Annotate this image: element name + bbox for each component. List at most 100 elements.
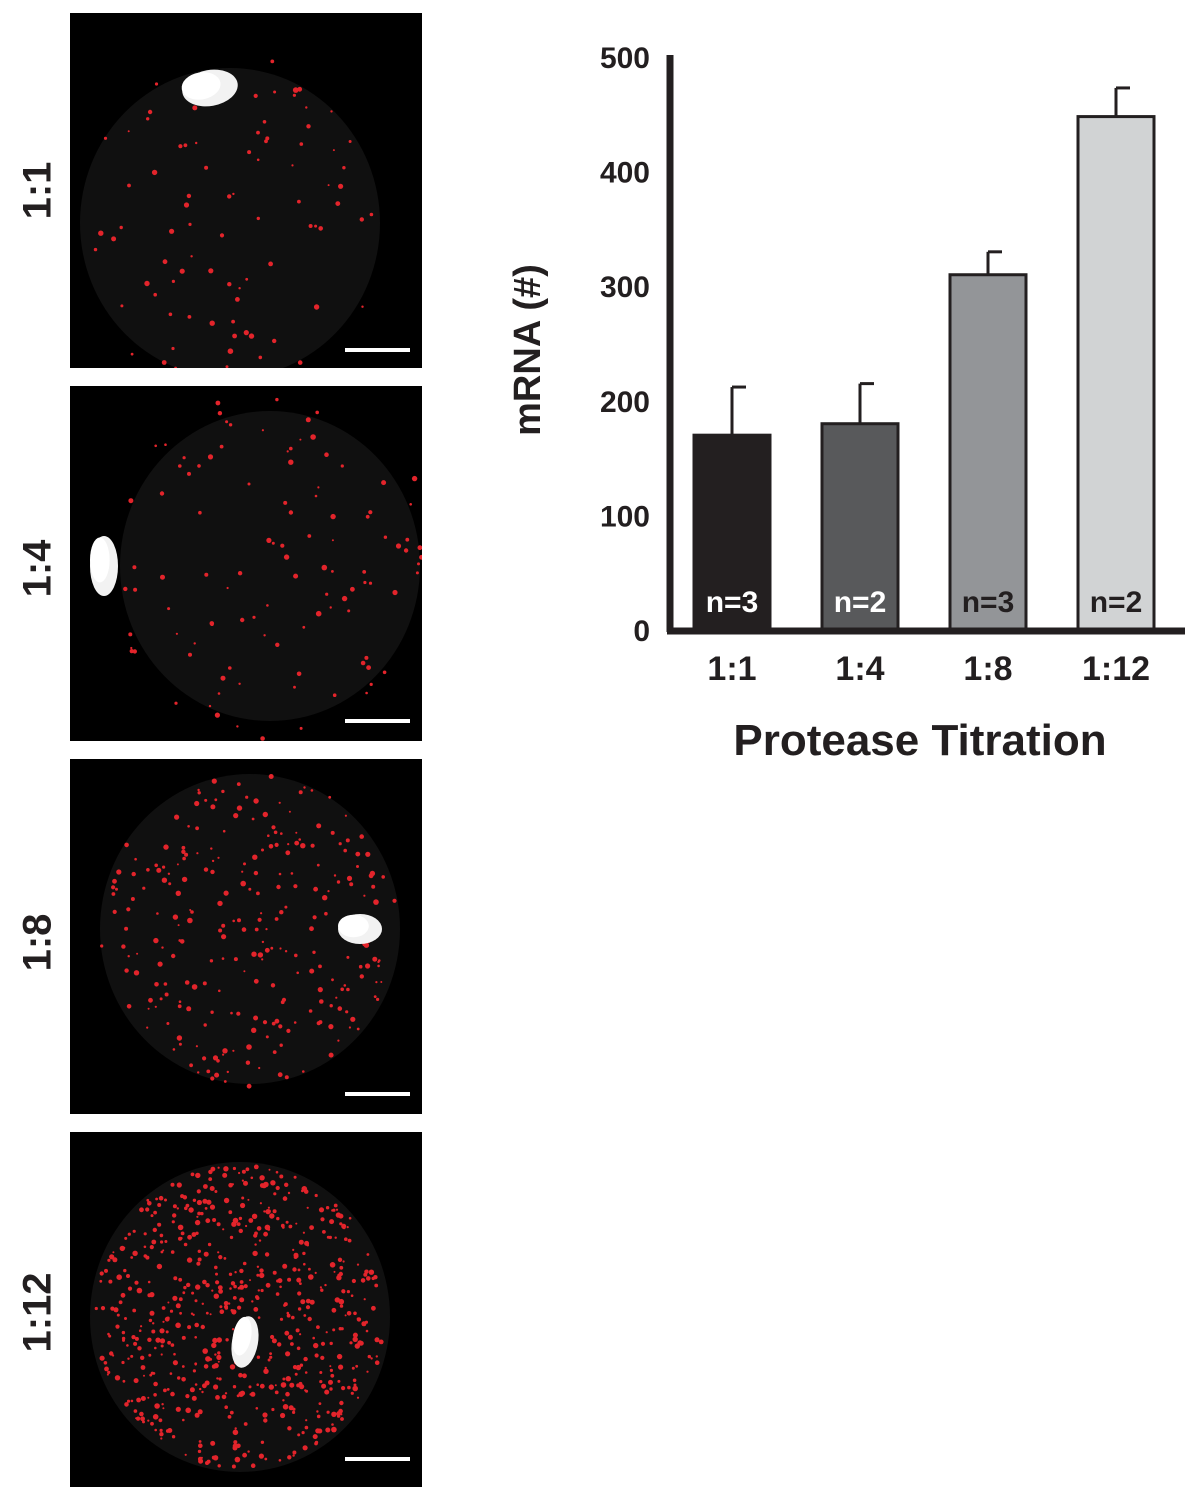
- mrna-dot: [179, 1311, 182, 1315]
- mrna-dot: [138, 1329, 142, 1332]
- mrna-dot: [286, 1313, 291, 1318]
- mrna-dot: [314, 224, 318, 228]
- mrna-dot: [298, 790, 303, 795]
- mrna-dot: [304, 1389, 307, 1392]
- mrna-dot: [222, 1048, 228, 1054]
- mrna-dot: [262, 120, 267, 124]
- mrna-dot: [346, 955, 350, 959]
- mrna-dot: [154, 1346, 157, 1350]
- mrna-dot: [328, 1379, 333, 1385]
- mrna-dot: [268, 774, 274, 779]
- mrna-dot: [284, 1182, 289, 1187]
- mrna-dot: [258, 1453, 264, 1459]
- bar: [692, 433, 772, 632]
- mrna-dot: [255, 1407, 259, 1410]
- mrna-dot: [273, 90, 277, 94]
- mrna-dot: [253, 1307, 259, 1312]
- mrna-dot: [149, 1373, 153, 1377]
- mrna-dot: [208, 268, 214, 274]
- mrna-dot: [130, 1354, 134, 1358]
- mrna-dot: [150, 1214, 154, 1218]
- mrna-dot: [348, 1026, 351, 1029]
- mrna-dot: [242, 1373, 247, 1379]
- mrna-dot: [120, 304, 124, 308]
- mrna-dot: [344, 1314, 347, 1317]
- mrna-dot: [288, 459, 294, 465]
- mrna-dot: [184, 852, 189, 857]
- mrna-dot: [181, 849, 186, 854]
- mrna-dot: [354, 1343, 360, 1349]
- mrna-dot: [227, 282, 232, 287]
- mrna-dot: [256, 1273, 260, 1277]
- mrna-dot: [296, 671, 302, 677]
- mrna-dot: [335, 1212, 342, 1218]
- mrna-dot: [174, 814, 180, 820]
- mrna-dot: [171, 1220, 175, 1224]
- mrna-dot: [116, 1274, 122, 1280]
- mrna-dot: [197, 464, 201, 468]
- mrna-dot: [147, 1337, 152, 1342]
- mrna-dot: [227, 1302, 231, 1305]
- mrna-dot: [318, 964, 322, 969]
- mrna-dot: [195, 1172, 201, 1179]
- mrna-dot: [112, 909, 117, 914]
- mrna-dot: [318, 1207, 325, 1213]
- mrna-dot: [159, 1338, 166, 1344]
- mrna-dot: [194, 1322, 199, 1328]
- mrna-dot: [268, 1384, 274, 1390]
- mrna-dot: [250, 1176, 254, 1180]
- mrna-dot: [253, 1015, 259, 1021]
- mrna-dot: [253, 798, 259, 804]
- mrna-dot: [309, 1299, 315, 1305]
- mrna-dot: [179, 268, 185, 274]
- mrna-dot: [264, 139, 268, 144]
- mrna-dot: [299, 1333, 302, 1336]
- mrna-dot: [288, 1405, 294, 1411]
- mrna-dot: [237, 918, 241, 923]
- nucleus-core: [338, 914, 369, 938]
- mrna-dot: [277, 1342, 282, 1347]
- mrna-dot: [352, 1378, 357, 1383]
- mrna-dot: [360, 660, 366, 666]
- mrna-dot: [271, 1338, 277, 1344]
- mrna-dot: [317, 486, 320, 489]
- mrna-dot: [287, 843, 290, 846]
- mrna-dot: [240, 1202, 246, 1209]
- mrna-dot: [274, 917, 279, 921]
- mrna-dot: [176, 1035, 183, 1041]
- mrna-dot: [186, 1257, 193, 1263]
- mrna-dot: [279, 947, 282, 950]
- mrna-dot: [134, 1280, 139, 1285]
- mrna-dot: [205, 1218, 211, 1224]
- mrna-dot: [305, 1419, 308, 1422]
- mrna-dot: [197, 1249, 201, 1253]
- mrna-dot: [188, 652, 192, 657]
- mrna-dot: [229, 1410, 234, 1415]
- mrna-dot: [236, 782, 241, 786]
- mrna-dot: [367, 1354, 371, 1359]
- mrna-dot: [341, 1223, 347, 1229]
- mrna-dot: [160, 574, 165, 580]
- mrna-dot: [297, 1268, 301, 1272]
- mrna-dot: [236, 725, 239, 728]
- mrna-dot: [294, 1372, 298, 1376]
- mrna-dot: [148, 1318, 153, 1323]
- mrna-dot: [147, 1201, 152, 1206]
- mrna-dot: [312, 1336, 315, 1340]
- mrna-dot: [327, 184, 330, 187]
- mrna-dot: [269, 1213, 275, 1219]
- mrna-dot: [206, 1199, 212, 1205]
- cell-background: [100, 774, 400, 1084]
- nucleus: [90, 536, 118, 596]
- mrna-dot: [154, 1403, 160, 1409]
- mrna-dot: [197, 1211, 201, 1216]
- mrna-dot: [127, 955, 130, 958]
- mrna-dot: [302, 1070, 305, 1073]
- mrna-dot: [292, 87, 299, 93]
- mrna-dot: [356, 865, 359, 868]
- mrna-dot: [157, 961, 163, 967]
- mrna-dot: [338, 842, 342, 846]
- mrna-dot: [127, 130, 130, 133]
- mrna-dot: [368, 510, 373, 515]
- mrna-dot: [282, 1404, 289, 1410]
